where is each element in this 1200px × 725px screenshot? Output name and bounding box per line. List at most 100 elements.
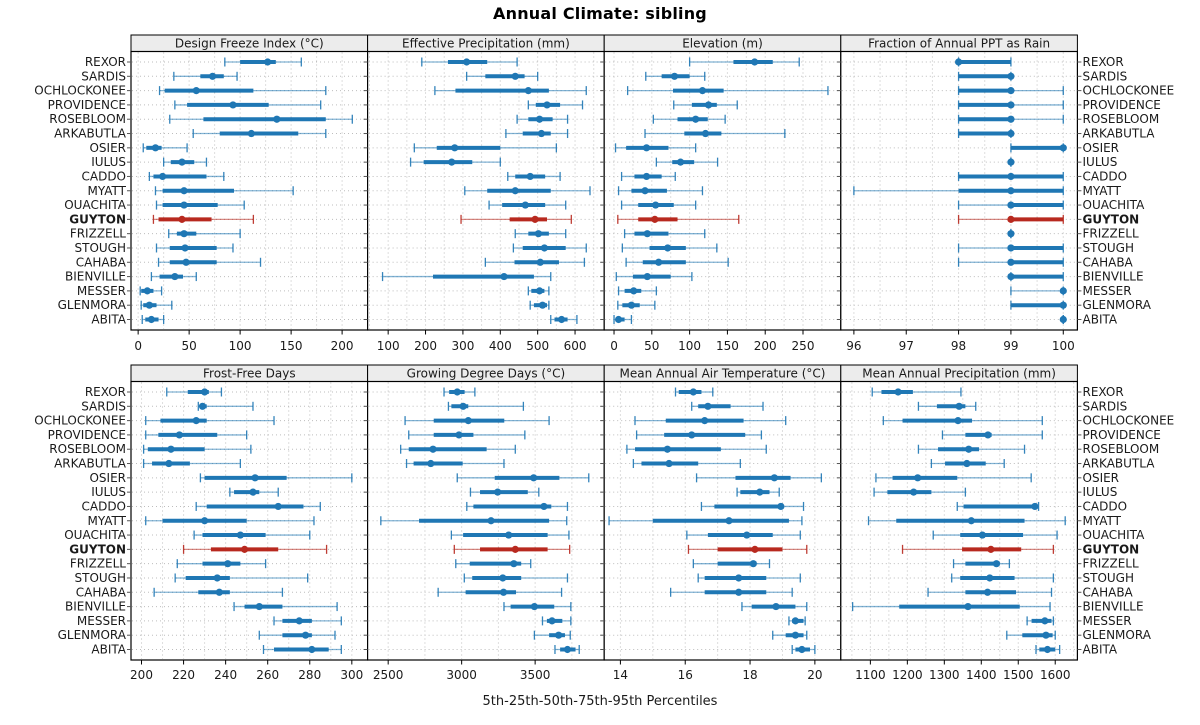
site-label-right: CADDO (1083, 499, 1128, 513)
median-dot (251, 474, 259, 482)
percentile-row-rosebloom (400, 444, 516, 454)
median-dot (537, 129, 546, 138)
site-label-left: SARDIS (81, 69, 126, 83)
percentile-row-iulus (229, 487, 279, 497)
median-dot (676, 158, 685, 166)
site-label-right: ROSEBLOOM (1083, 112, 1160, 126)
percentile-row-providence (673, 100, 738, 110)
median-dot (151, 144, 160, 152)
median-dot (701, 129, 710, 138)
axis-tick-label: 150 (716, 339, 739, 353)
percentile-row-ouachita (932, 530, 1058, 540)
median-dot (664, 244, 672, 252)
median-dot (224, 560, 232, 568)
percentile-row-providence (957, 100, 1064, 110)
percentile-row-bienville (381, 272, 552, 282)
median-dot (725, 517, 733, 525)
percentile-row-cahaba (957, 257, 1064, 267)
median-dot (651, 215, 659, 223)
median-dot (308, 645, 316, 654)
site-label-left: REXOR (85, 385, 126, 399)
axis-tick-label: 300 (451, 339, 474, 353)
median-dot (178, 158, 186, 166)
median-dot (756, 488, 764, 496)
percentile-row-glenmora (140, 300, 173, 310)
median-dot (143, 287, 151, 295)
percentile-row-abita (613, 315, 633, 324)
axis-tick-label: 20 (807, 668, 822, 682)
percentile-row-bienville (851, 602, 1051, 612)
percentile-row-bienville (233, 602, 338, 612)
axis-tick-label: 2500 (373, 668, 404, 682)
site-label-left: GLENMORA (58, 298, 127, 312)
median-dot (689, 388, 697, 396)
site-label-left: FRIZZELL (70, 227, 126, 241)
percentile-row-caddo (620, 171, 676, 181)
median-dot (524, 87, 532, 95)
percentile-row-iulus (1007, 157, 1015, 167)
panel-strip-title: Frost-Free Days (203, 367, 296, 381)
median-dot (770, 474, 778, 482)
percentile-row-providence (527, 100, 584, 110)
median-dot (955, 402, 963, 410)
median-dot (1059, 144, 1067, 152)
percentile-row-frizzell (1007, 229, 1015, 239)
percentile-row-messer (527, 286, 550, 296)
panel-1: Design Freeze Index (°C) 0 50 100 150 200 (127, 34, 372, 353)
median-dot (652, 201, 660, 209)
site-label-left: OUACHITA (64, 528, 127, 542)
percentile-row-osier (1010, 143, 1067, 153)
percentile-row-guyton (453, 544, 571, 554)
axis-tick-label: 3500 (520, 668, 551, 682)
median-dot (247, 129, 255, 138)
percentile-row-guyton (617, 214, 740, 224)
percentile-row-rosebloom (169, 114, 353, 124)
site-label-left: OSIER (89, 141, 126, 155)
percentile-caption: 5th-25th-50th-75th-95th Percentiles (482, 694, 718, 709)
median-dot (910, 488, 918, 496)
percentile-row-ouachita (450, 530, 570, 540)
median-dot (534, 230, 543, 238)
plot-title: Annual Climate: sibling (493, 4, 707, 23)
percentile-row-stough (697, 573, 801, 583)
percentile-row-myatt (145, 516, 315, 526)
axis-tick-label: 100 (1052, 339, 1075, 353)
site-label-right: BIENVILLE (1083, 270, 1144, 284)
axis-tick-label: 3000 (446, 668, 477, 682)
percentile-row-sardis (917, 401, 977, 411)
percentile-row-sardis (645, 71, 706, 81)
percentile-row-bienville (150, 272, 197, 282)
median-dot (1059, 287, 1067, 295)
median-dot (992, 560, 1001, 568)
percentile-row-stough (951, 573, 1055, 583)
percentile-row-ouachita (193, 530, 311, 540)
panel-3: Elevation (m) 0 50 100 150 200 250 (600, 34, 845, 353)
median-dot (984, 431, 992, 439)
median-dot (751, 545, 759, 553)
percentile-row-cahaba (927, 587, 1053, 597)
percentile-row-osier (199, 473, 353, 483)
percentile-row-abita (1035, 645, 1061, 654)
percentile-row-messer (273, 616, 342, 626)
percentile-row-glenmora (1010, 300, 1067, 310)
percentile-row-cahaba (484, 257, 586, 267)
median-dot (641, 187, 649, 195)
axis-tick-label: 250 (792, 339, 815, 353)
median-dot (543, 101, 551, 109)
median-dot (526, 172, 534, 181)
axis-tick-label: 200 (130, 668, 153, 682)
axis-tick-label: 16 (678, 668, 693, 682)
percentile-row-osier (413, 143, 558, 153)
percentile-row-rosebloom (957, 114, 1064, 124)
median-dot (521, 201, 529, 209)
panel-strip-title: Effective Precipitation (mm) (402, 37, 570, 51)
site-label-right: PROVIDENCE (1083, 98, 1161, 112)
axis-tick-label: 50 (181, 339, 196, 353)
percentile-row-rosebloom (142, 444, 252, 454)
site-label-left: ABITA (91, 313, 126, 327)
percentile-row-guyton (182, 544, 328, 554)
panel-strip-title: Mean Annual Air Temperature (°C) (620, 367, 826, 381)
median-dot (182, 258, 190, 266)
percentile-row-iulus (655, 157, 719, 167)
